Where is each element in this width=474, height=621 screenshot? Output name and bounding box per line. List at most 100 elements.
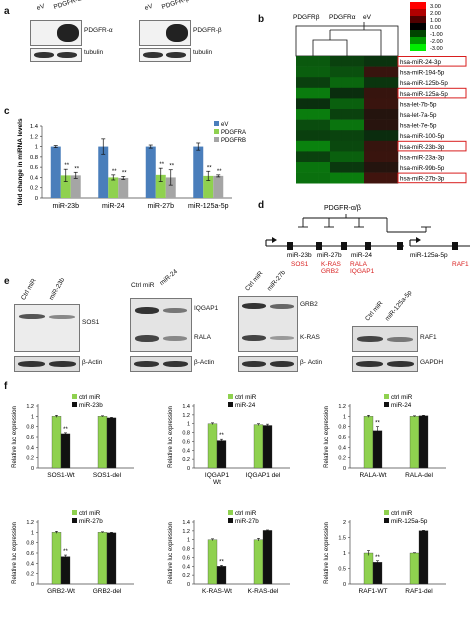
- bar: [51, 532, 62, 585]
- lane-label: Ctrl miR: [244, 270, 265, 293]
- lane-label: Ctrl miR: [364, 300, 385, 323]
- legend-label: PDGFRA: [221, 130, 246, 136]
- y-tick-label: 0.8: [182, 547, 190, 553]
- legend-label: ctrl miR: [235, 510, 257, 517]
- y-tick-label: 2: [343, 520, 346, 526]
- scale-label: -1.00: [430, 32, 443, 38]
- heatmap-cell: [386, 140, 399, 152]
- y-tick-label: 1.2: [182, 413, 190, 419]
- lane-label: eV: [143, 2, 154, 12]
- heatmap-cell: [318, 130, 331, 142]
- heatmap-cell: [296, 66, 308, 78]
- legend-swatch: [384, 518, 389, 523]
- heatmap-cell: [341, 130, 353, 142]
- bar: [207, 539, 218, 585]
- highlight-box: [397, 87, 467, 99]
- heatmap-cell: [296, 130, 308, 142]
- heatmap-cell: [386, 98, 399, 110]
- significance-mark: **: [375, 421, 380, 427]
- x-tick-label: K-RAS-Wt: [202, 588, 232, 595]
- dendrogram-line: [312, 22, 382, 56]
- heatmap-cell: [375, 66, 387, 78]
- mir-label: miR-27b: [317, 252, 342, 259]
- y-tick-label: 1.2: [338, 404, 346, 410]
- heatmap-cell: [352, 162, 365, 173]
- x-tick-label: RAF1-del: [405, 588, 433, 595]
- heatmap-cell: [375, 119, 387, 131]
- lane-label: miR-125a-5p: [384, 289, 414, 323]
- heatmap-cell: [330, 172, 342, 184]
- bar: [98, 146, 109, 198]
- scale-label: -2.00: [430, 39, 443, 45]
- target-gene-label: RAF1: [452, 261, 469, 268]
- bar: [97, 532, 108, 585]
- y-tick-label: 1.4: [30, 124, 39, 130]
- heatmap-cell: [341, 77, 353, 89]
- y-tick-label: 0: [31, 466, 34, 472]
- heatmap-cell: [330, 130, 342, 142]
- significance-mark: **: [219, 433, 224, 439]
- luc-chart-iqgap1: Relative luc expression 0 0.2 0.4 0.6 0.8 1 1.2…: [168, 394, 290, 486]
- heatmap-cell: [296, 56, 308, 67]
- bar: [409, 552, 420, 585]
- y-tick-label: 0.8: [182, 431, 190, 437]
- heatmap-figure: PDGFRβ PDGFRα eV hsa-miR-24-3p hsa-miR-19…: [293, 2, 467, 184]
- heatmap-cell: [296, 87, 308, 99]
- western-blot: [238, 296, 298, 352]
- heatmap-cell: [375, 77, 387, 89]
- y-tick-label: 0.4: [182, 564, 190, 570]
- y-tick-label: 1.2: [26, 520, 34, 526]
- significance-mark: **: [122, 170, 127, 176]
- scale-label: -3.00: [430, 46, 443, 52]
- heatmap-cell: [341, 151, 353, 163]
- legend-swatch: [214, 129, 219, 134]
- bar: [108, 177, 119, 198]
- legend-swatch: [72, 510, 77, 515]
- target-gene-label: SOS1: [291, 261, 309, 268]
- y-tick-label: 1.2: [26, 404, 34, 410]
- western-blot: [130, 298, 192, 352]
- mir-label: miR-24: [351, 252, 372, 259]
- legend-swatch: [384, 394, 389, 399]
- heatmap-cell: [386, 56, 399, 67]
- heatmap-cell: [296, 162, 308, 173]
- heatmap-cell: [296, 140, 308, 152]
- heatmap-cell: [341, 109, 353, 120]
- blot-label: SOS1: [82, 319, 100, 326]
- lane-label: miR-24: [158, 268, 180, 287]
- y-tick-label: 0.8: [338, 425, 346, 431]
- bar: [372, 562, 383, 585]
- significance-mark: **: [63, 427, 68, 433]
- heatmap-cell: [296, 151, 308, 163]
- heatmap-cell: [307, 162, 319, 173]
- y-axis-label: Relative luc expression: [12, 406, 18, 468]
- y-tick-label: 0.2: [30, 186, 38, 192]
- heatmap-cell: [386, 109, 399, 120]
- y-tick-label: 0.5: [338, 567, 346, 573]
- scale-swatch: [410, 23, 426, 30]
- significance-mark: **: [63, 549, 68, 555]
- western-blot: [139, 20, 191, 46]
- legend-swatch: [72, 394, 77, 399]
- color-scale: 3.002.001.000.00-1.00-2.00-3.00: [410, 2, 443, 52]
- x-tick-label: RAF1-WT: [359, 588, 388, 595]
- bar: [60, 433, 71, 469]
- significance-mark: **: [169, 164, 174, 170]
- western-blot: [30, 20, 82, 46]
- heatmap-cell: [364, 66, 376, 78]
- heatmap-cell: [386, 151, 399, 163]
- heatmap-cell: [307, 130, 319, 142]
- heatmap-cell: [318, 77, 331, 89]
- y-tick-label: 1: [187, 422, 190, 428]
- scale-swatch: [410, 9, 426, 16]
- bar: [155, 174, 166, 198]
- heatmap-row-label: hsa-miR-125b-5p: [400, 80, 448, 87]
- bar: [97, 416, 108, 469]
- significance-mark: **: [112, 169, 117, 175]
- highlight-box: [397, 56, 467, 67]
- y-tick-label: 0.6: [182, 555, 190, 561]
- significance-mark: **: [375, 555, 380, 561]
- y-tick-label: 0.8: [26, 425, 34, 431]
- legend-label: PDGFRB: [221, 138, 246, 144]
- heatmap-cell: [296, 172, 308, 184]
